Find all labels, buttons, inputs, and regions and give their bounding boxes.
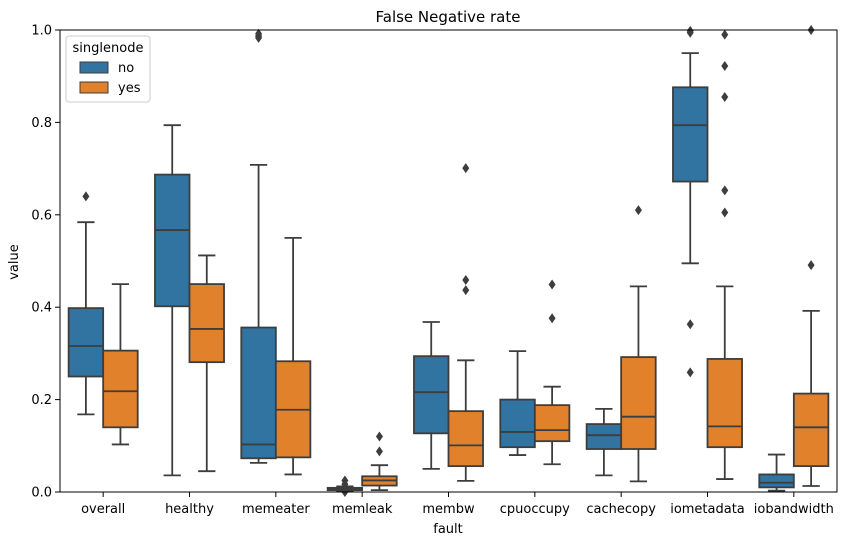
box-iqr [585,423,623,450]
box-iqr [620,356,657,450]
outlier-point [548,279,556,290]
x-tick-label: healthy [165,502,214,517]
box-healthy-no [154,124,191,477]
x-tick-label: memleak [332,502,393,517]
outlier-point [686,319,694,330]
box-membw-no [413,321,450,470]
x-tick-label: overall [81,502,125,517]
y-tick-label: 0.2 [31,393,52,408]
outlier-point [686,25,694,36]
outlier-point [341,475,349,486]
box-iqr [499,398,536,449]
box-iqr [706,358,743,449]
outlier-point [721,91,729,102]
outlier-point [375,446,383,457]
box-iometadata-yes [706,29,743,480]
outlier-point [548,313,556,324]
legend-swatch-yes [79,81,109,94]
y-tick-label: 0.8 [31,116,52,131]
legend-title: singlenode [73,41,144,56]
outlier-point [462,163,470,174]
x-tick-label: iobandwidth [754,502,834,517]
x-tick-label: cpuoccupy [500,502,570,517]
box-iqr [758,473,795,489]
box-iqr [792,392,830,468]
x-tick-label: cachecopy [586,502,656,517]
outlier-point [341,486,349,497]
outlier-point [721,61,729,72]
y-tick-label: 0.4 [31,301,52,316]
x-tick-label: memeater [242,502,310,517]
outlier-point [255,28,263,39]
box-cachecopy-no [585,407,623,477]
x-tick-label: iometadata [670,502,745,517]
x-tick-label: membw [422,502,475,517]
box-iqr [413,355,450,435]
box-iqr [188,283,225,364]
box-memleak-no [326,475,364,497]
outlier-point [82,191,90,202]
outlier-point [686,367,694,378]
box-cachecopy-yes [620,205,657,483]
outlier-point [462,285,470,296]
box-cpuoccupy-no [499,350,536,456]
box-cpuoccupy-yes [533,279,571,466]
outlier-point [721,185,729,196]
box-membw-yes [447,163,484,482]
box-iqr [240,326,277,460]
x-axis-label: fault [433,522,463,537]
outlier-point [375,431,383,442]
box-iqr [102,349,139,429]
legend-swatch-no [79,61,109,74]
outlier-point [721,29,729,40]
y-axis-label: value [7,244,22,280]
outlier-point [634,205,642,216]
y-tick-label: 0.6 [31,208,52,223]
box-overall-no [67,191,105,416]
box-iobandwidth-yes [792,25,830,487]
box-iqr [672,86,709,183]
box-memleak-yes [361,431,398,492]
box-iqr [154,173,191,308]
plot-area [67,25,830,497]
legend-label-yes: yes [118,81,141,96]
outlier-point [721,207,729,218]
box-memeater-no [240,28,277,464]
axes: 0.0 0.2 0.4 0.6 0.8 1.0 overall healthy memeater… [31,24,838,517]
outlier-point [462,274,470,285]
legend-label-no: no [118,61,134,76]
chart-title: False Negative rate [376,8,521,26]
box-healthy-yes [188,254,225,473]
box-iqr [533,404,571,443]
y-tick-label: 1.0 [31,24,52,39]
box-iobandwidth-no [758,453,795,492]
box-iqr [67,307,105,378]
legend: singlenode no yes [65,35,151,103]
box-iometadata-no [672,25,709,378]
box-overall-yes [102,283,139,446]
box-iqr [447,410,484,468]
y-tick-label: 0.0 [31,486,52,501]
outlier-point [807,260,815,271]
box-memeater-yes [274,236,312,476]
